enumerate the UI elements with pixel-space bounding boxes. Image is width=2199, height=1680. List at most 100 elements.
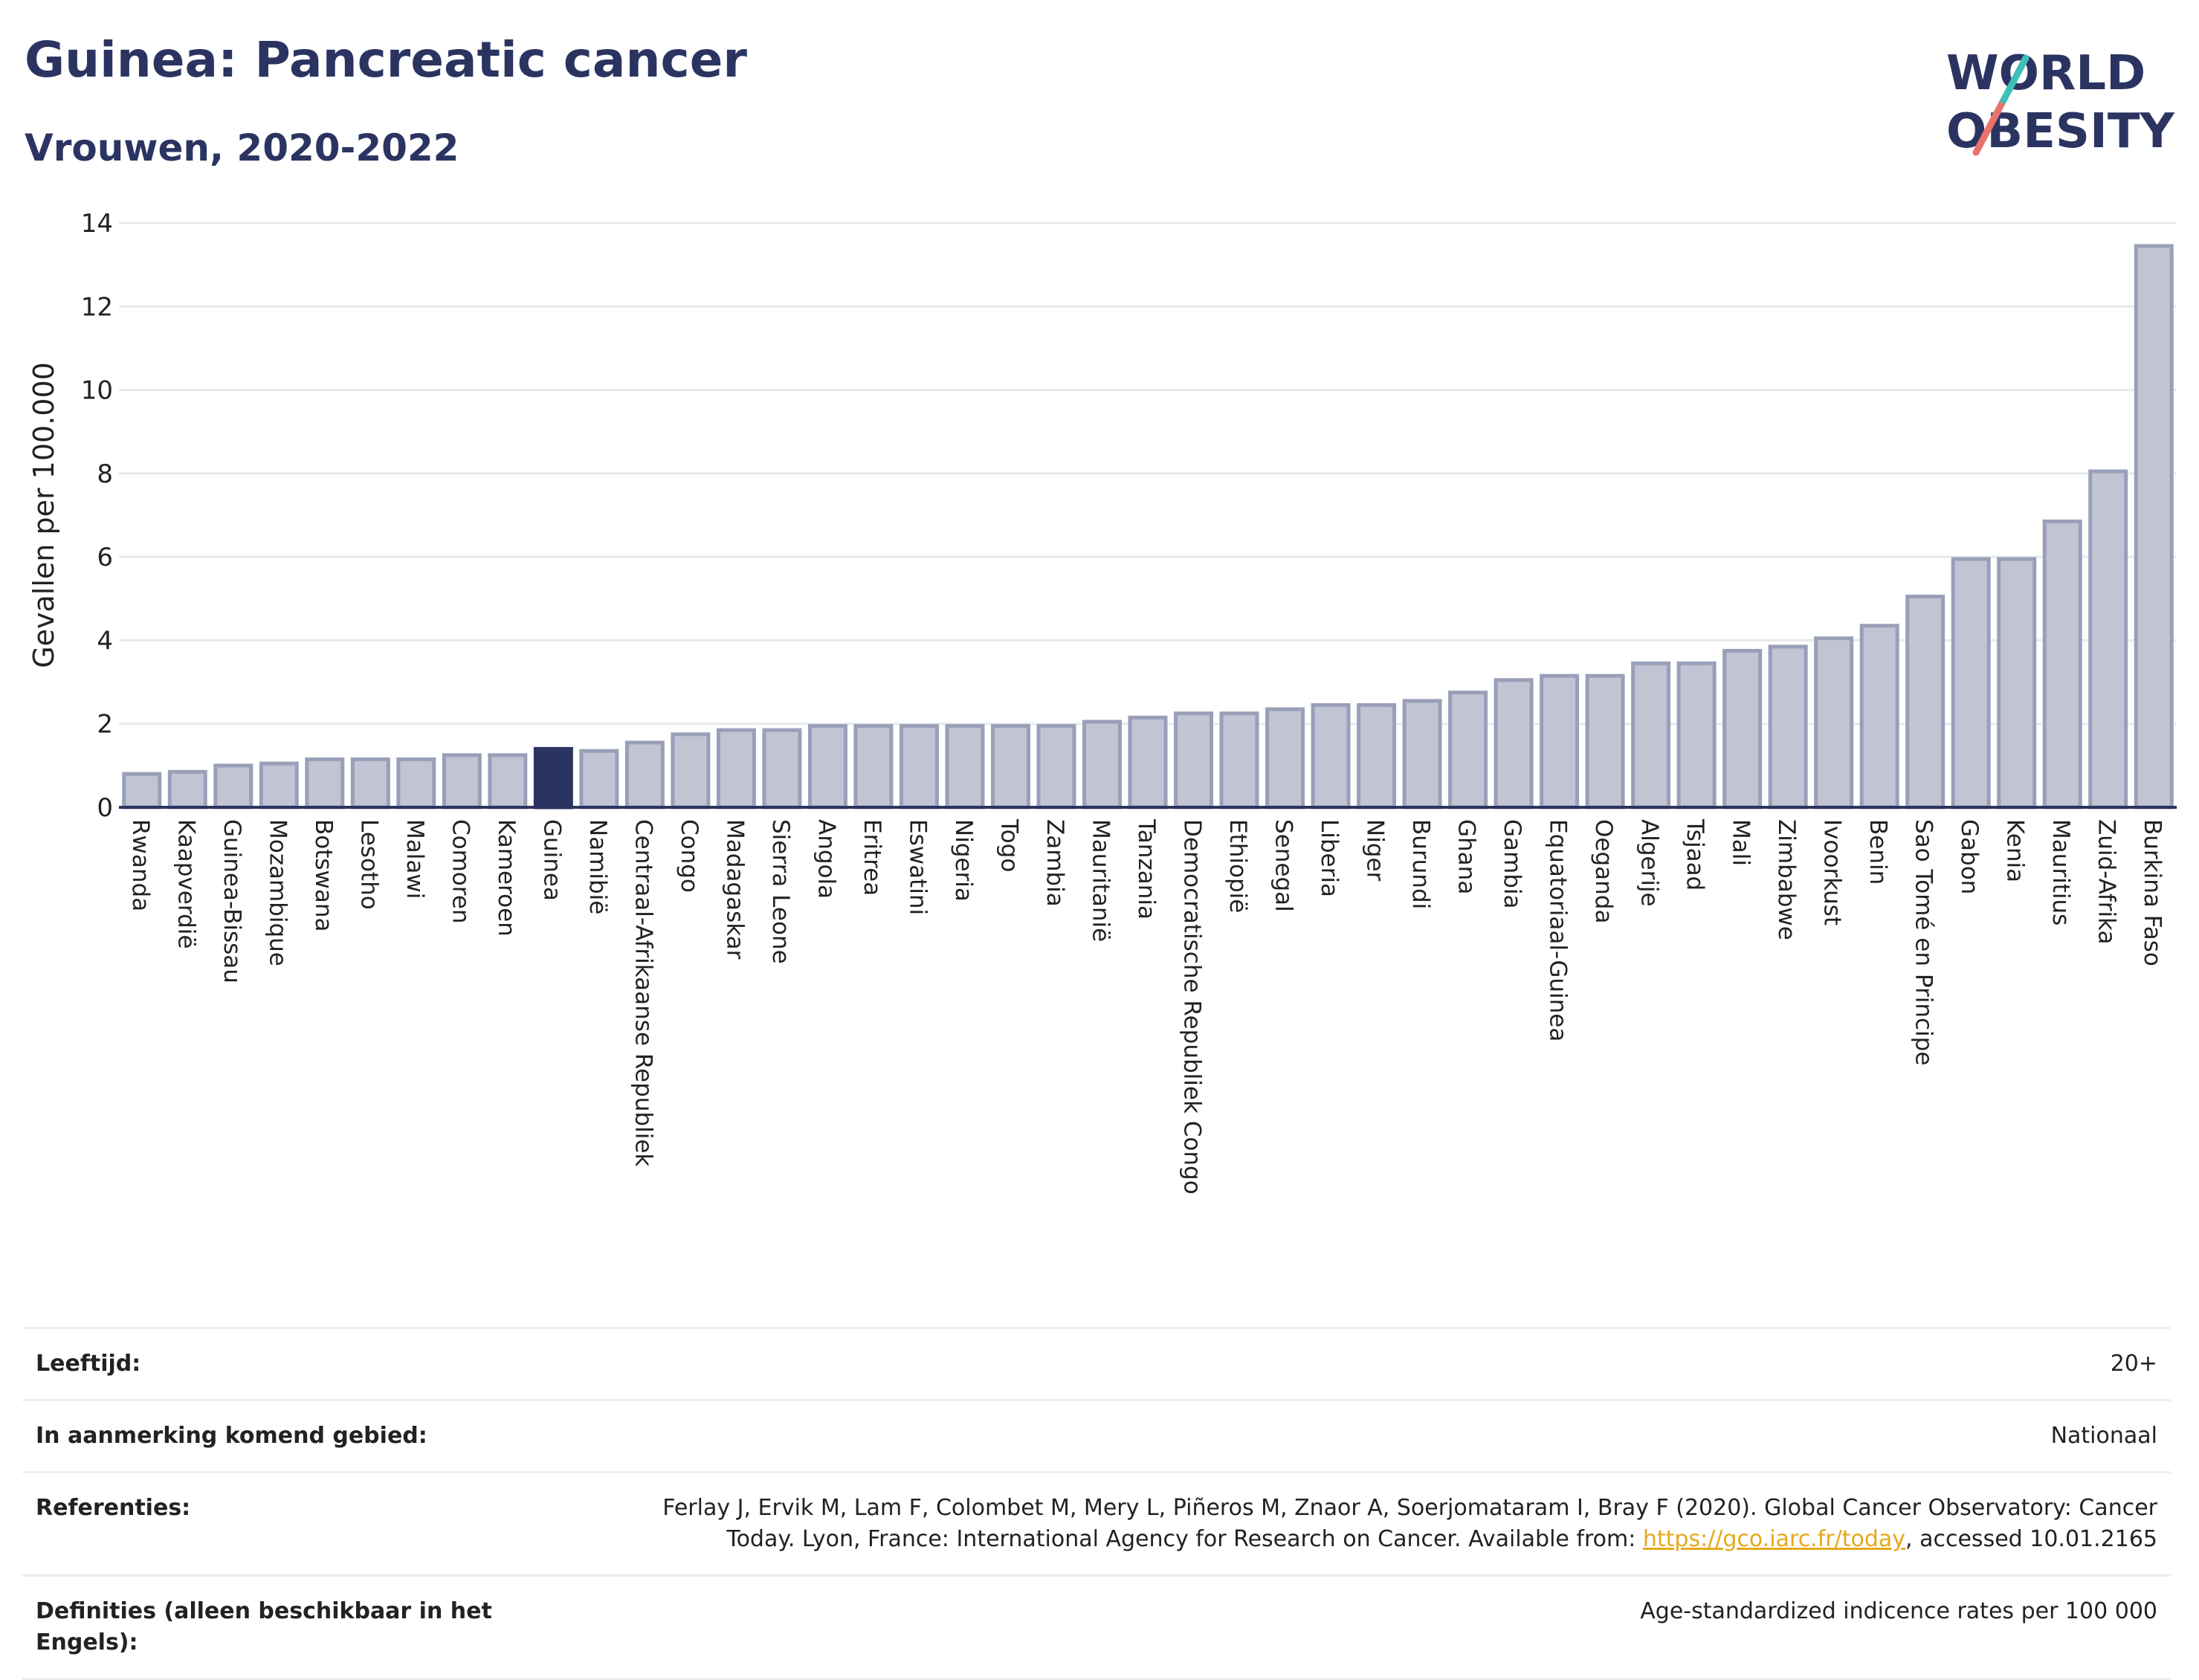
y-tick-label: 6 [97,543,113,572]
bar-senegal[interactable] [1265,707,1305,810]
bar-togo[interactable] [990,724,1030,810]
meta-value: Age-standardized indicence rates per 100… [1640,1598,2157,1624]
x-tick-label: Liberia [1316,819,1343,897]
x-tick-label: Niger [1362,819,1389,882]
bar-ethiopi-[interactable] [1219,711,1259,810]
x-tick-label: Centraal-Afrikaanse Republiek [630,819,656,1166]
x-tick-label: Benin [1864,819,1891,885]
meta-key: Definities (alleen beschikbaar in het En… [36,1598,492,1655]
x-tick-label: Comoren [447,819,474,924]
x-tick-label: Ethiopië [1224,819,1251,913]
bar-democratische-republiek-congo[interactable] [1174,711,1214,810]
bar-zimbabwe[interactable] [1768,644,1808,810]
bar-burkina-faso[interactable] [2134,244,2174,810]
x-tick-label: Rwanda [127,819,154,911]
bar-zambia[interactable] [1036,724,1076,810]
x-tick-label: Algerije [1636,819,1663,907]
x-tick-label: Ivoorkust [1819,819,1846,925]
y-tick-label: 2 [97,710,113,740]
bar-burundi[interactable] [1402,699,1442,810]
bar-comoren[interactable] [442,753,482,810]
bar-namibi-[interactable] [579,749,619,810]
bar-congo[interactable] [671,732,711,810]
x-tick-label: Sierra Leone [767,819,794,964]
reference-text: Ferlay J, Ervik M, Lam F, Colombet M, Me… [662,1495,2157,1552]
bar-botswana[interactable] [305,757,345,810]
bar-chart: 0 2 4 6 8 10 12 14 Rwanda Kaapverdië Guinea-Bissa… [28,209,2177,1195]
bar-guinea-bissau[interactable] [213,763,254,810]
meta-key: Leeftijd: [36,1351,141,1377]
bar-tsjaad[interactable] [1676,661,1717,810]
bar-liberia[interactable] [1311,702,1351,810]
x-tick-label: Equatoriaal-Guinea [1545,819,1572,1041]
bar-gambia[interactable] [1494,678,1534,810]
bars [122,244,2174,810]
x-tick-label: Kaapverdië [172,819,199,949]
x-tick-label: Democratische Republiek Congo [1179,819,1206,1195]
bar-nigeria[interactable] [945,724,985,810]
reference-link[interactable]: https://gco.iarc.fr/today [1642,1526,1906,1552]
bar-madagaskar[interactable] [716,728,756,810]
x-tick-label: Guinea [538,819,565,901]
x-axis-labels: Rwanda Kaapverdië Guinea-Bissau Mozambique B… [127,818,2166,1195]
bar-eswatini[interactable] [899,724,939,810]
y-axis-ticks: 0 2 4 6 8 10 12 14 [81,209,113,823]
bar-kameroen[interactable] [488,753,528,810]
meta-key: Referenties: [36,1495,191,1521]
reference-accessed: , accessed 10.01.2165 [1905,1526,2157,1552]
x-tick-label: Burkina Faso [2139,819,2166,966]
x-tick-label: Eswatini [904,819,931,915]
bar-centraal-afrikaanse-republiek[interactable] [624,740,665,810]
bar-ivoorkust[interactable] [1814,636,1854,810]
meta-row-definitions: Definities (alleen beschikbaar in het En… [22,1574,2171,1680]
x-tick-label: Nigeria [950,819,977,902]
x-tick-label: Mauritius [2047,819,2074,925]
x-tick-label: Mozambique [264,819,291,966]
x-tick-label: Lesotho [355,819,382,910]
bar-mali[interactable] [1722,648,1763,810]
bar-equatoriaal-guinea[interactable] [1540,673,1580,810]
x-tick-label: Kameroen [493,819,520,937]
bar-algerije[interactable] [1631,661,1671,810]
bar-rwanda[interactable] [122,772,162,810]
world-obesity-logo: WORLD OBESITY [1946,46,2174,156]
y-tick-label: 8 [97,459,113,489]
x-tick-label: Gambia [1499,819,1525,909]
bar-niger[interactable] [1357,702,1397,810]
bar-mauritani-[interactable] [1082,720,1122,810]
bar-kaapverdi-[interactable] [167,769,207,810]
logo-line1: WORLD [1946,46,2145,101]
bar-malawi[interactable] [396,757,436,810]
bar-angola[interactable] [807,724,847,810]
meta-row-age: Leeftijd: 20+ [22,1327,2171,1399]
bar-benin[interactable] [1859,624,1899,810]
x-tick-label: Zimbabwe [1773,819,1800,940]
y-tick-label: 14 [81,209,113,239]
bar-mauritius[interactable] [2042,519,2082,810]
x-tick-label: Botswana [310,819,337,932]
meta-key: In aanmerking komend gebied: [36,1423,427,1449]
bar-eritrea[interactable] [853,724,894,810]
bar-sierra-leone[interactable] [762,728,802,810]
x-tick-label: Tsjaad [1682,818,1708,891]
x-tick-label: Namibië [584,819,611,914]
bar-lesotho[interactable] [350,757,390,810]
bar-sao-tom-en-principe[interactable] [1905,594,1945,810]
x-tick-label: Burundi [1407,819,1434,909]
bar-gabon[interactable] [1951,557,1991,810]
x-tick-label: Gabon [1956,819,1983,894]
x-tick-label: Malawi [401,819,428,899]
x-tick-label: Ghana [1453,819,1480,894]
bar-tanzania[interactable] [1128,715,1168,810]
bar-guinea[interactable] [533,746,573,810]
bar-zuid-afrika[interactable] [2088,469,2128,810]
x-tick-label: Mali [1728,819,1754,866]
y-tick-label: 10 [81,376,113,406]
bar-ghana[interactable] [1448,691,1488,810]
meta-value: Ferlay J, Ervik M, Lam F, Colombet M, Me… [596,1493,2157,1555]
bar-mozambique[interactable] [259,761,299,810]
x-tick-label: Kenia [2002,819,2029,882]
bar-kenia[interactable] [1997,557,2037,810]
bar-oeganda[interactable] [1585,673,1625,810]
x-tick-label: Eritrea [859,819,885,896]
